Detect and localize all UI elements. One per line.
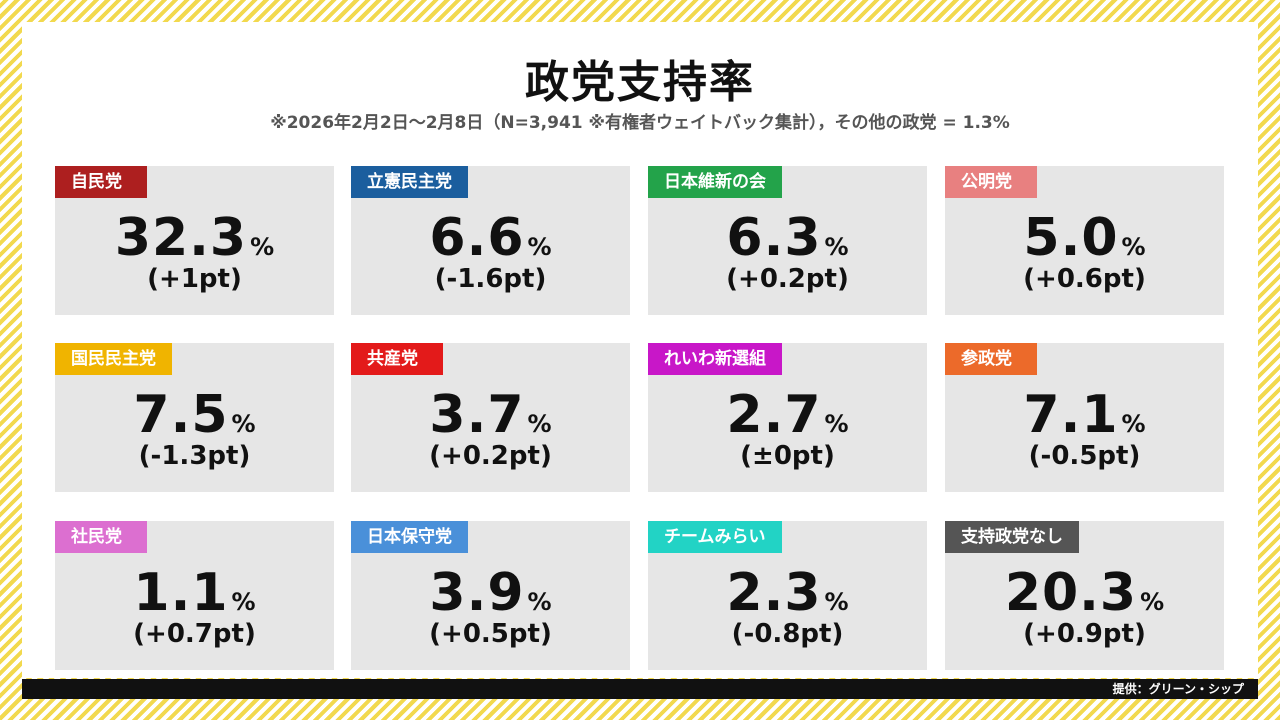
support-rate: 3.7% (351, 385, 630, 457)
party-card: れいわ新選組 2.7% (±0pt) (648, 343, 927, 492)
party-label: 参政党 (945, 343, 1037, 375)
party-card: 公明党 5.0% (+0.6pt) (945, 166, 1224, 315)
support-change: (-1.6pt) (434, 264, 547, 294)
party-card: 自民党 32.3% (+1pt) (55, 166, 334, 315)
support-rate: 32.3% (55, 208, 334, 280)
party-card: チームみらい 2.3% (-0.8pt) (648, 521, 927, 670)
support-change: (+0.2pt) (726, 264, 849, 294)
percent-unit: % (527, 233, 552, 261)
support-rate-value: 7.5 (133, 385, 229, 445)
support-rate-value: 6.3 (726, 208, 822, 268)
footer-credit: 提供：グリーン・シップ (1112, 682, 1244, 696)
support-change: (-1.3pt) (138, 441, 251, 471)
support-rate: 3.9% (351, 563, 630, 635)
support-rate: 2.3% (648, 563, 927, 635)
percent-unit: % (824, 233, 849, 261)
support-change: (+0.2pt) (429, 441, 552, 471)
percent-unit: % (527, 410, 552, 438)
support-rate: 7.1% (945, 385, 1224, 457)
support-rate-value: 1.1 (133, 563, 229, 623)
chart-subtitle: ※2026年2月2日～2月8日（N=3,941 ※有権者ウェイトバック集計），そ… (270, 113, 1010, 133)
support-rate: 1.1% (55, 563, 334, 635)
party-label: れいわ新選組 (648, 343, 782, 375)
party-label: 自民党 (55, 166, 147, 198)
percent-unit: % (250, 233, 275, 261)
percent-unit: % (231, 588, 256, 616)
support-rate-value: 2.7 (726, 385, 822, 445)
support-rate: 5.0% (945, 208, 1224, 280)
support-change: (-0.8pt) (731, 619, 844, 649)
support-rate-value: 32.3 (114, 208, 248, 268)
party-card: 国民民主党 7.5% (-1.3pt) (55, 343, 334, 492)
support-rate: 7.5% (55, 385, 334, 457)
party-label: 支持政党なし (945, 521, 1079, 553)
party-label: チームみらい (648, 521, 782, 553)
party-label: 公明党 (945, 166, 1037, 198)
party-card: 日本保守党 3.9% (+0.5pt) (351, 521, 630, 670)
party-card: 共産党 3.7% (+0.2pt) (351, 343, 630, 492)
percent-unit: % (1121, 233, 1146, 261)
support-rate-value: 6.6 (429, 208, 525, 268)
support-rate: 20.3% (945, 563, 1224, 635)
party-label: 共産党 (351, 343, 443, 375)
percent-unit: % (231, 410, 256, 438)
party-label: 日本維新の会 (648, 166, 782, 198)
party-card: 支持政党なし 20.3% (+0.9pt) (945, 521, 1224, 670)
support-rate-value: 20.3 (1004, 563, 1138, 623)
support-rate-value: 3.7 (429, 385, 525, 445)
support-change: (+1pt) (147, 264, 242, 294)
party-card: 参政党 7.1% (-0.5pt) (945, 343, 1224, 492)
support-rate-value: 7.1 (1023, 385, 1119, 445)
support-rate-value: 2.3 (726, 563, 822, 623)
support-rate: 6.6% (351, 208, 630, 280)
footer-bar: 提供：グリーン・シップ (22, 679, 1258, 699)
percent-unit: % (824, 588, 849, 616)
support-rate: 2.7% (648, 385, 927, 457)
percent-unit: % (824, 410, 849, 438)
party-card: 社民党 1.1% (+0.7pt) (55, 521, 334, 670)
chart-title: 政党支持率 (525, 57, 755, 108)
support-change: (-0.5pt) (1028, 441, 1141, 471)
support-rate: 6.3% (648, 208, 927, 280)
percent-unit: % (1140, 588, 1165, 616)
support-change: (+0.5pt) (429, 619, 552, 649)
percent-unit: % (1121, 410, 1146, 438)
support-change: (+0.6pt) (1023, 264, 1146, 294)
support-rate-value: 3.9 (429, 563, 525, 623)
support-change: (+0.9pt) (1023, 619, 1146, 649)
support-change: (+0.7pt) (133, 619, 256, 649)
percent-unit: % (527, 588, 552, 616)
party-label: 立憲民主党 (351, 166, 468, 198)
party-label: 日本保守党 (351, 521, 468, 553)
party-card: 立憲民主党 6.6% (-1.6pt) (351, 166, 630, 315)
party-label: 社民党 (55, 521, 147, 553)
chart-panel: 政党支持率 ※2026年2月2日～2月8日（N=3,941 ※有権者ウェイトバッ… (22, 22, 1258, 699)
party-card: 日本維新の会 6.3% (+0.2pt) (648, 166, 927, 315)
support-rate-value: 5.0 (1023, 208, 1119, 268)
support-change: (±0pt) (740, 441, 835, 471)
party-label: 国民民主党 (55, 343, 172, 375)
